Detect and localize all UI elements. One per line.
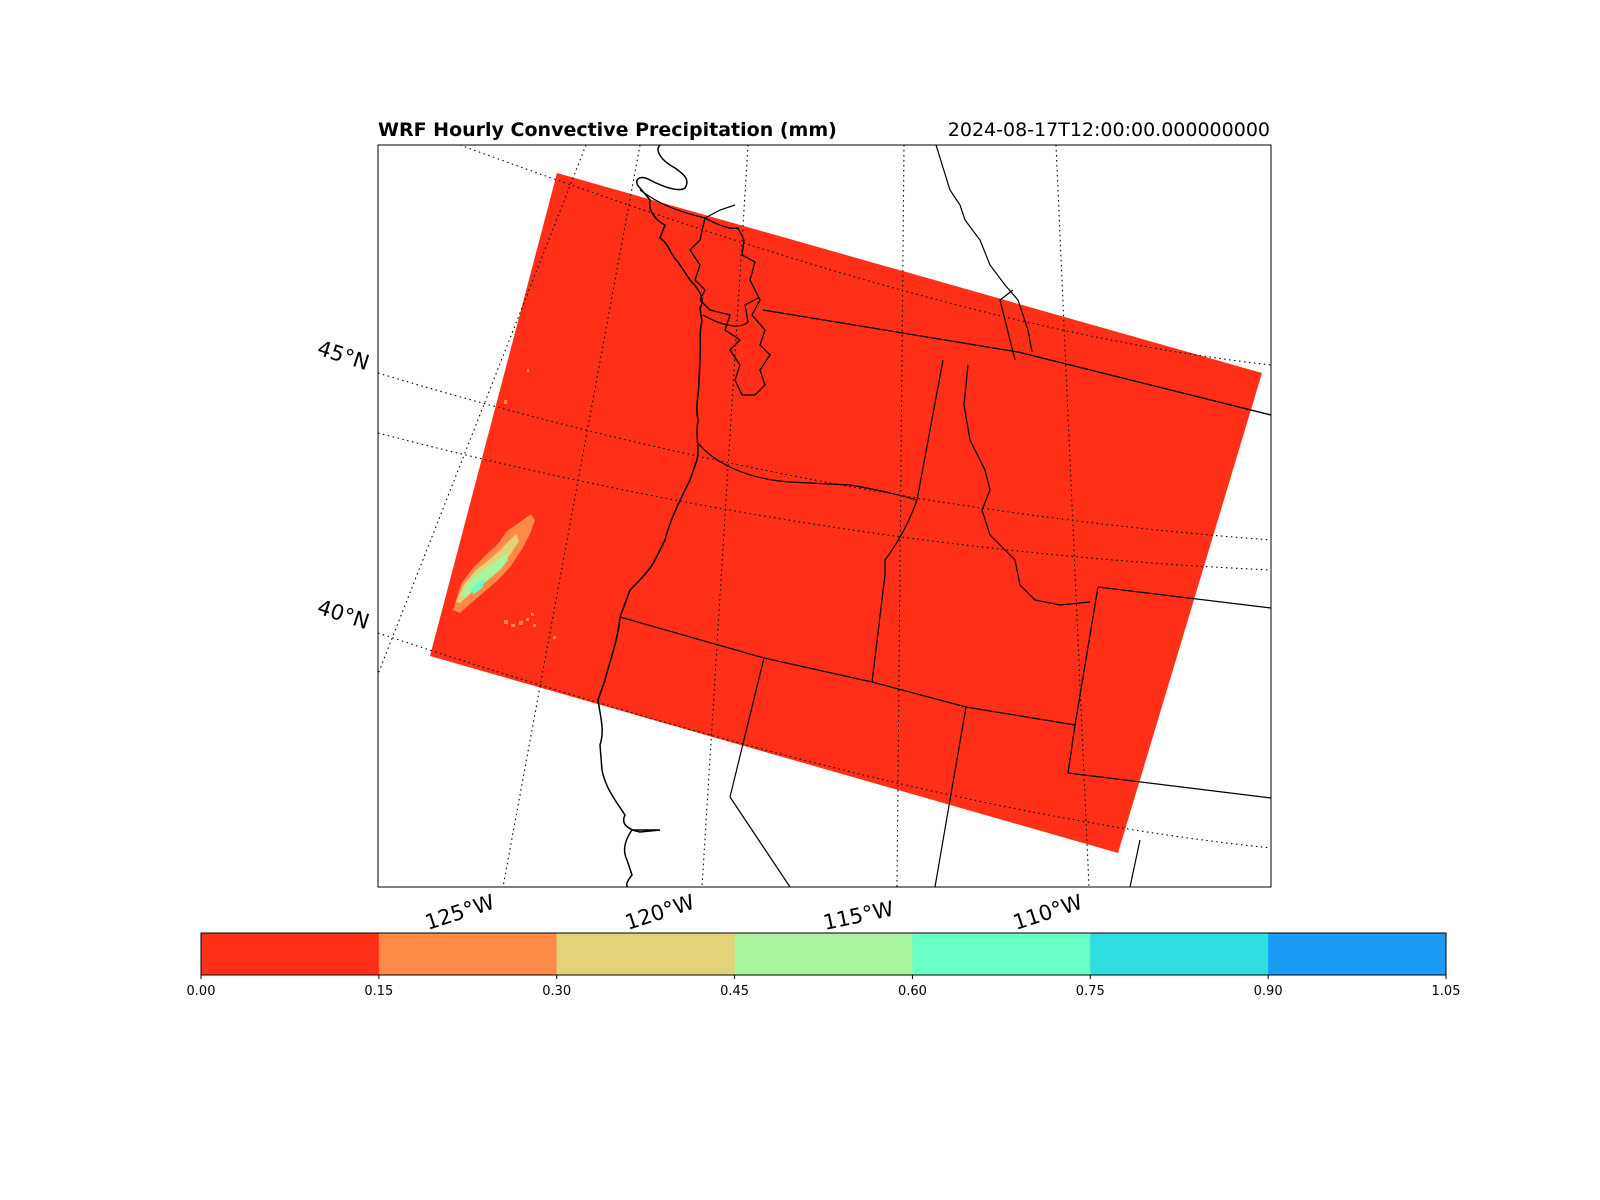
meridian-110w <box>1055 145 1090 887</box>
id-wy-line <box>999 289 1016 361</box>
meridian-125w-lower <box>502 145 641 887</box>
precip-speck <box>504 620 508 624</box>
colorbar-bin <box>201 933 380 975</box>
or-id-border <box>871 499 918 683</box>
map-title: WRF Hourly Convective Precipitation (mm) <box>378 119 837 141</box>
precip-speck <box>531 613 534 616</box>
colorbar-bin <box>1268 933 1447 975</box>
precip-speck <box>511 624 515 627</box>
wa-or-border <box>696 441 918 501</box>
colorbar-bin <box>912 933 1091 975</box>
coastline <box>597 145 703 887</box>
colorbar-tick-label: 0.30 <box>542 984 571 999</box>
colorbar-tick-label: 0.90 <box>1254 984 1283 999</box>
nv-az-border <box>934 706 967 887</box>
colorbar-bin <box>1090 933 1269 975</box>
lon-label-115w: 115°W <box>821 897 896 935</box>
precip-patch-inner <box>461 553 508 597</box>
precip-speck <box>519 621 523 625</box>
colorbar-bin <box>378 933 558 975</box>
colorbar-tick-label: 0.00 <box>187 984 216 999</box>
lon-label-120w: 120°W <box>622 890 697 935</box>
colorbar-tick-label: 0.45 <box>720 984 749 999</box>
precip-speck <box>553 636 556 639</box>
precip-patches <box>453 369 556 639</box>
political-boundaries <box>619 145 1271 887</box>
lon-label-125w: 125°W <box>422 890 497 935</box>
colorbar-bin <box>556 933 736 975</box>
wrf-domain <box>430 173 1262 853</box>
precip-speck <box>526 618 529 621</box>
puget-sound <box>689 217 771 396</box>
graticule <box>378 145 1271 887</box>
colorbar-tick-label: 1.05 <box>1432 984 1461 999</box>
colorbar-bin <box>734 933 913 975</box>
colorbar-tick-label: 0.60 <box>898 984 927 999</box>
strait-juan-de-fuca <box>639 189 736 219</box>
ca-nv-diagonal <box>729 796 791 887</box>
precip-speck <box>504 400 507 404</box>
meridian-115w <box>896 145 905 887</box>
wa-id-border <box>916 359 944 501</box>
bc-ab-border <box>935 145 1033 353</box>
precip-speck <box>533 624 536 627</box>
map-frame <box>377 144 1272 888</box>
parallel-top <box>459 145 1271 366</box>
id-mt-border <box>963 364 1091 606</box>
puget-inlet <box>702 297 759 327</box>
or-ca-border <box>619 616 1076 726</box>
precip-speck <box>527 369 529 372</box>
parallel-40n <box>378 632 1271 849</box>
colorbar-tick-label: 0.75 <box>1076 984 1105 999</box>
wy-box <box>1097 586 1271 609</box>
nv-border-west <box>729 657 765 798</box>
lon-label-110w: 110°W <box>1010 890 1085 935</box>
ut-co-border <box>1067 772 1271 799</box>
ut-az-border <box>1129 839 1141 887</box>
lat-label-45n: 45°N <box>314 336 372 375</box>
lat-label-40n: 40°N <box>314 595 372 634</box>
valid-time: 2024-08-17T12:00:00.000000000 <box>948 119 1270 141</box>
colorbar-tick-label: 0.15 <box>364 984 393 999</box>
precip-patch-core <box>470 578 486 594</box>
canada-border-east <box>1017 351 1271 416</box>
colorbar: 0.00 0.15 0.30 0.45 0.60 0.75 0.90 1.05 <box>187 932 1461 999</box>
nv-ut-border <box>1067 586 1099 774</box>
colorbar-frame <box>200 932 1447 976</box>
